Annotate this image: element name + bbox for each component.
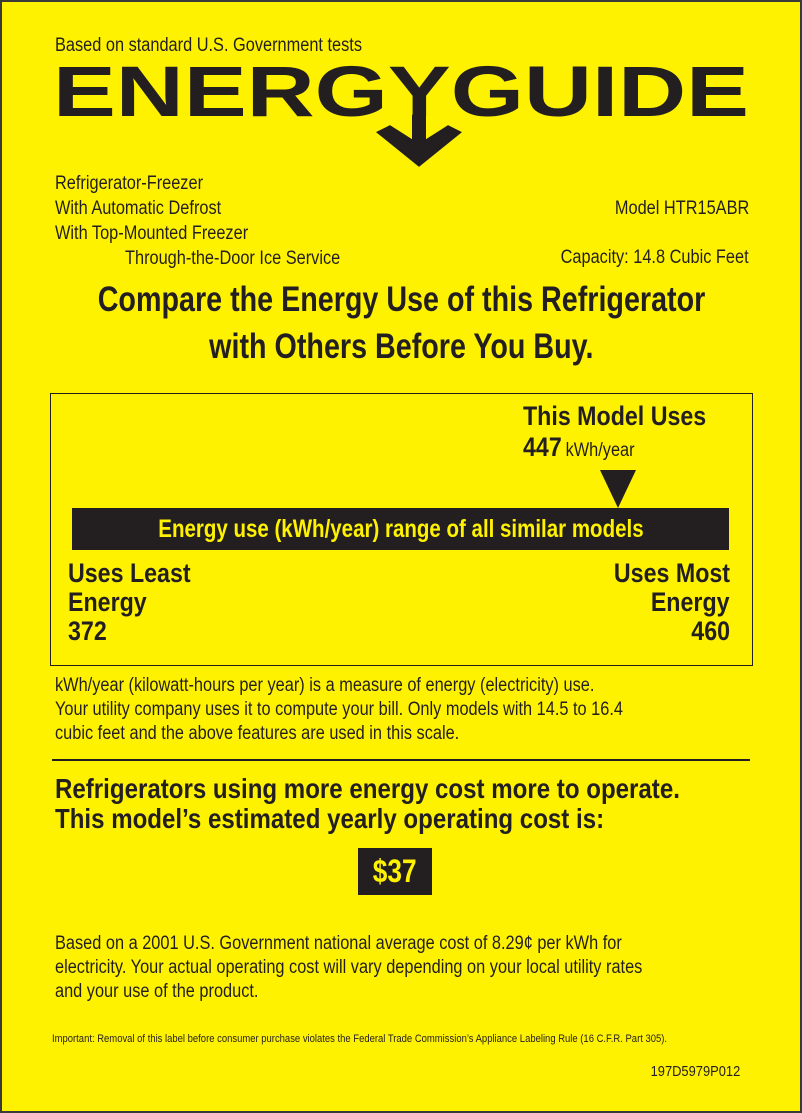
yearly-cost-value: $37 bbox=[358, 848, 432, 895]
least-value: 372 bbox=[68, 616, 107, 646]
most-label-1: Uses Most bbox=[613, 558, 730, 588]
explanation-line3: cubic feet and the above features are us… bbox=[55, 723, 460, 744]
explanation-line2: Your utility company uses it to compute … bbox=[55, 699, 623, 720]
least-label-2: Energy bbox=[68, 587, 147, 617]
energy-scale-box bbox=[50, 393, 753, 666]
model-number: Model HTR15ABR bbox=[614, 198, 749, 219]
this-model-usage: 447 kWh/year bbox=[523, 432, 653, 463]
explanation-line1: kWh/year (kilowatt-hours per year) is a … bbox=[55, 675, 595, 696]
this-model-value: 447 bbox=[523, 432, 562, 462]
tagline: Based on standard U.S. Government tests bbox=[55, 35, 362, 56]
headline-line2: with Others Before You Buy. bbox=[208, 327, 594, 366]
legal-notice: Important: Removal of this label before … bbox=[52, 1033, 668, 1045]
this-model-unit: kWh/year bbox=[565, 440, 635, 461]
divider bbox=[52, 759, 750, 761]
svg-text:ENERGYGUIDE: ENERGYGUIDE bbox=[53, 58, 749, 131]
model-pointer-triangle-icon bbox=[599, 470, 636, 508]
feature-4: Through-the-Door Ice Service bbox=[125, 248, 341, 269]
arrow-down-icon bbox=[376, 114, 462, 167]
headline-line1: Compare the Energy Use of this Refrigera… bbox=[97, 280, 705, 319]
footnote-line3: and your use of the product. bbox=[55, 981, 259, 1002]
feature-2: With Automatic Defrost bbox=[55, 198, 222, 219]
label-code: 197D5979P012 bbox=[650, 1063, 740, 1080]
footnote-line1: Based on a 2001 U.S. Government national… bbox=[55, 933, 622, 954]
range-bar: Energy use (kWh/year) range of all simil… bbox=[72, 508, 729, 550]
feature-1: Refrigerator-Freezer bbox=[55, 173, 204, 194]
most-label-2: Energy bbox=[651, 587, 730, 617]
this-model-label: This Model Uses bbox=[523, 401, 707, 431]
cost-line1: Refrigerators using more energy cost mor… bbox=[55, 773, 680, 804]
energyguide-logo: ENERGYGUIDE bbox=[53, 58, 749, 167]
most-value: 460 bbox=[691, 616, 730, 646]
footnote-line2: electricity. Your actual operating cost … bbox=[55, 957, 643, 978]
capacity: Capacity: 14.8 Cubic Feet bbox=[560, 247, 749, 268]
least-label-1: Uses Least bbox=[68, 558, 191, 588]
cost-line2: This model’s estimated yearly operating … bbox=[55, 803, 605, 834]
feature-3: With Top-Mounted Freezer bbox=[55, 223, 249, 244]
